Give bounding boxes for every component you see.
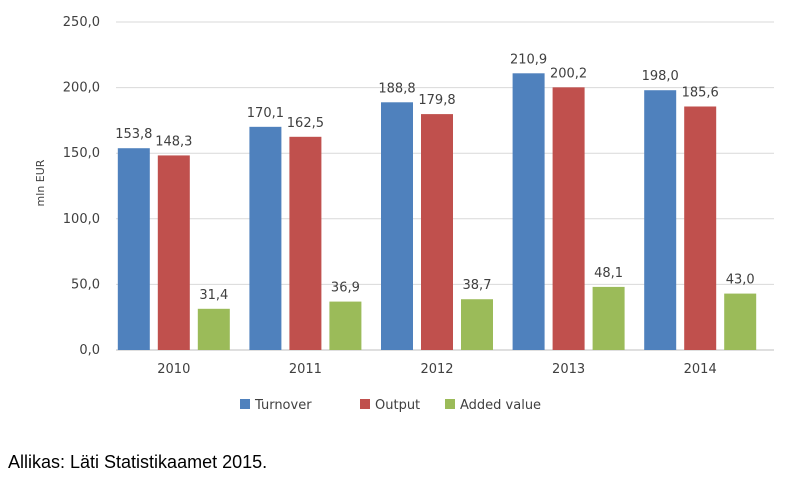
x-axis-ticks: 2010 2011 2012 2013 2014: [157, 362, 716, 377]
y-tick-label: 0,0: [79, 343, 100, 358]
x-tick-label: 2012: [420, 362, 453, 377]
bar-output-2012: [421, 114, 453, 350]
x-tick-label: 2013: [552, 362, 585, 377]
data-label: 148,3: [155, 134, 192, 149]
data-label: 188,8: [378, 81, 415, 96]
bar-turnover-2013: [512, 73, 545, 351]
data-label: 179,8: [418, 93, 455, 108]
bar-output-2013: [552, 87, 585, 351]
legend-swatch: [360, 399, 370, 409]
source-note: Allikas: Läti Statistikaamet 2015.: [8, 452, 268, 472]
legend-swatch: [240, 399, 250, 409]
bar-output-2014: [684, 106, 717, 350]
bar-added-value-2012: [461, 299, 493, 350]
data-label: 153,8: [115, 127, 152, 142]
data-label: 36,9: [331, 281, 360, 296]
bar-added-value-2010: [197, 308, 230, 350]
bar-added-value-2013: [592, 286, 625, 350]
y-axis-title: mln EUR: [34, 159, 47, 206]
bars: [117, 73, 757, 351]
data-label: 200,2: [550, 66, 587, 81]
legend-swatch: [445, 399, 455, 409]
y-tick-label: 150,0: [63, 146, 100, 161]
bar-added-value-2014: [724, 293, 757, 350]
legend: Turnover Output Added value: [240, 398, 541, 413]
y-tick-label: 200,0: [63, 81, 100, 96]
bar-chart: 0,0 50,0 100,0 150,0 200,0 250,0 153,8 148,3 31…: [34, 15, 774, 413]
y-axis-ticks: 0,0 50,0 100,0 150,0 200,0 250,0: [63, 15, 100, 358]
bar-turnover-2011: [249, 126, 282, 350]
data-label: 185,6: [682, 85, 719, 100]
data-label: 31,4: [199, 288, 228, 303]
data-label: 38,7: [463, 278, 492, 293]
data-label: 162,5: [287, 116, 324, 131]
data-label: 43,0: [726, 273, 755, 288]
y-tick-label: 250,0: [63, 15, 100, 30]
bar-turnover-2014: [644, 90, 677, 350]
x-tick-label: 2010: [157, 362, 190, 377]
data-label: 198,0: [642, 69, 679, 84]
data-label: 48,1: [594, 266, 623, 281]
x-tick-label: 2011: [289, 362, 322, 377]
y-tick-label: 100,0: [63, 212, 100, 227]
bar-output-2011: [289, 136, 322, 350]
bar-turnover-2012: [381, 102, 413, 350]
legend-label: Added value: [460, 398, 541, 413]
legend-label: Output: [375, 398, 420, 413]
bar-turnover-2010: [117, 148, 150, 350]
legend-label: Turnover: [254, 398, 312, 413]
data-label: 210,9: [510, 52, 547, 67]
data-label: 170,1: [247, 106, 284, 121]
bar-output-2010: [157, 155, 190, 350]
bar-added-value-2011: [329, 301, 362, 350]
x-tick-label: 2014: [684, 362, 717, 377]
y-tick-label: 50,0: [71, 277, 100, 292]
